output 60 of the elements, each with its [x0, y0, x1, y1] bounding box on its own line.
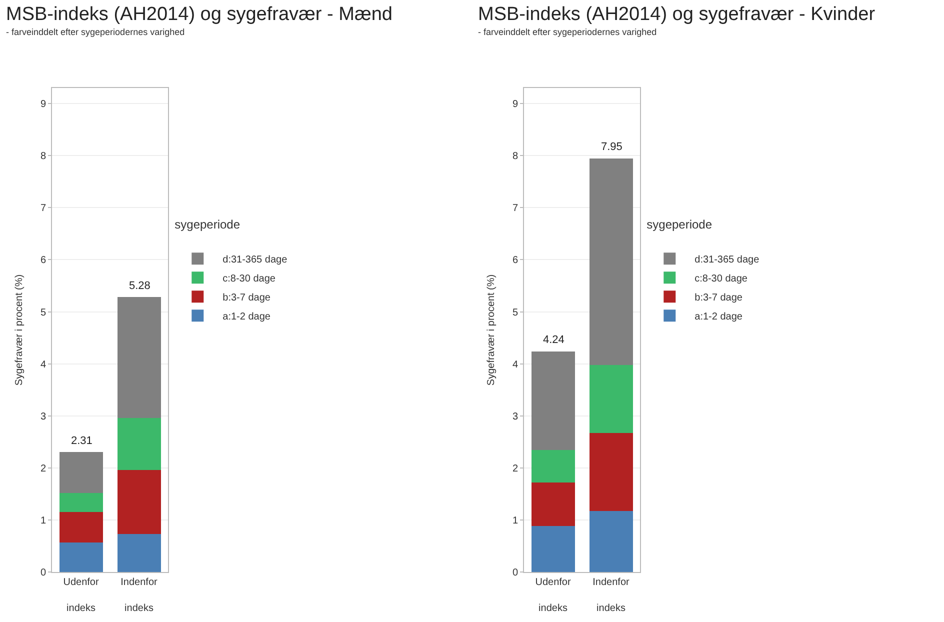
y-tick-label: 9	[512, 99, 518, 110]
y-tick-label: 6	[512, 255, 518, 266]
category-label: Udenfor indeks	[63, 577, 99, 614]
y-axis-title: Sygefravær i procent (%)	[14, 274, 25, 386]
y-tick-label: 5	[40, 307, 46, 318]
y-tick-label: 0	[40, 568, 46, 578]
category-label: Indenfor indeks	[120, 577, 158, 614]
y-tick-label: 4	[512, 359, 518, 370]
bar	[117, 470, 161, 534]
legend-label: b:3-7 dage	[222, 292, 271, 304]
y-tick-label: 6	[40, 255, 46, 266]
bar	[589, 158, 633, 365]
legend-label: c:8-30 dage	[694, 274, 748, 285]
bar	[531, 351, 575, 450]
chart-subtitle: - farveinddelt efter sygeperiodernes varighed	[478, 27, 658, 37]
bar	[117, 418, 161, 470]
bar	[59, 542, 103, 572]
legend-label: d:31-365 dage	[222, 254, 288, 266]
total-label: 7.95	[601, 141, 622, 153]
bar	[59, 512, 103, 542]
legend-title: sygeperiode	[646, 218, 712, 232]
chart-title: MSB-indeks (AH2014) og sygefravær - Kvinder	[478, 4, 876, 26]
y-tick-label: 3	[40, 411, 46, 422]
bar	[531, 482, 575, 526]
y-tick-label: 3	[512, 411, 518, 422]
chart-title: MSB-indeks (AH2014) og sygefravær - Mænd	[6, 4, 392, 26]
legend-label: c:8-30 dage	[222, 274, 276, 285]
y-tick-label: 2	[512, 463, 518, 474]
y-tick-label: 8	[512, 151, 518, 162]
legend-title: sygeperiode	[174, 218, 240, 232]
category-label: Udenfor indeks	[535, 577, 571, 614]
total-label: 5.28	[129, 280, 150, 292]
bar	[117, 297, 161, 418]
bar	[589, 433, 633, 512]
legend-label: a:1-2 dage	[222, 312, 271, 323]
bar	[531, 450, 575, 482]
legend-label: b:3-7 dage	[694, 292, 743, 304]
y-tick-label: 0	[512, 568, 518, 578]
y-tick-label: 7	[40, 203, 46, 214]
y-tick-label: 9	[40, 99, 46, 110]
bar	[589, 364, 633, 434]
legend-label: d:31-365 dage	[694, 254, 760, 266]
total-label: 4.24	[543, 334, 564, 346]
y-tick-label: 5	[512, 307, 518, 318]
category-label: Indenfor indeks	[592, 577, 630, 614]
legend-label: a:1-2 dage	[694, 312, 743, 323]
total-label: 2.31	[71, 435, 92, 447]
y-axis-title: Sygefravær i procent (%)	[486, 274, 497, 386]
bar	[117, 534, 161, 572]
y-tick-label: 1	[40, 515, 46, 526]
y-tick-label: 1	[512, 515, 518, 526]
y-tick-label: 8	[40, 151, 46, 162]
bar	[59, 492, 103, 512]
y-tick-label: 2	[40, 463, 46, 474]
chart-subtitle: - farveinddelt efter sygeperiodernes varighed	[6, 27, 186, 37]
bar	[531, 526, 575, 572]
bar	[589, 511, 633, 572]
y-tick-label: 7	[512, 203, 518, 214]
bar	[59, 452, 103, 493]
y-tick-label: 4	[40, 359, 46, 370]
